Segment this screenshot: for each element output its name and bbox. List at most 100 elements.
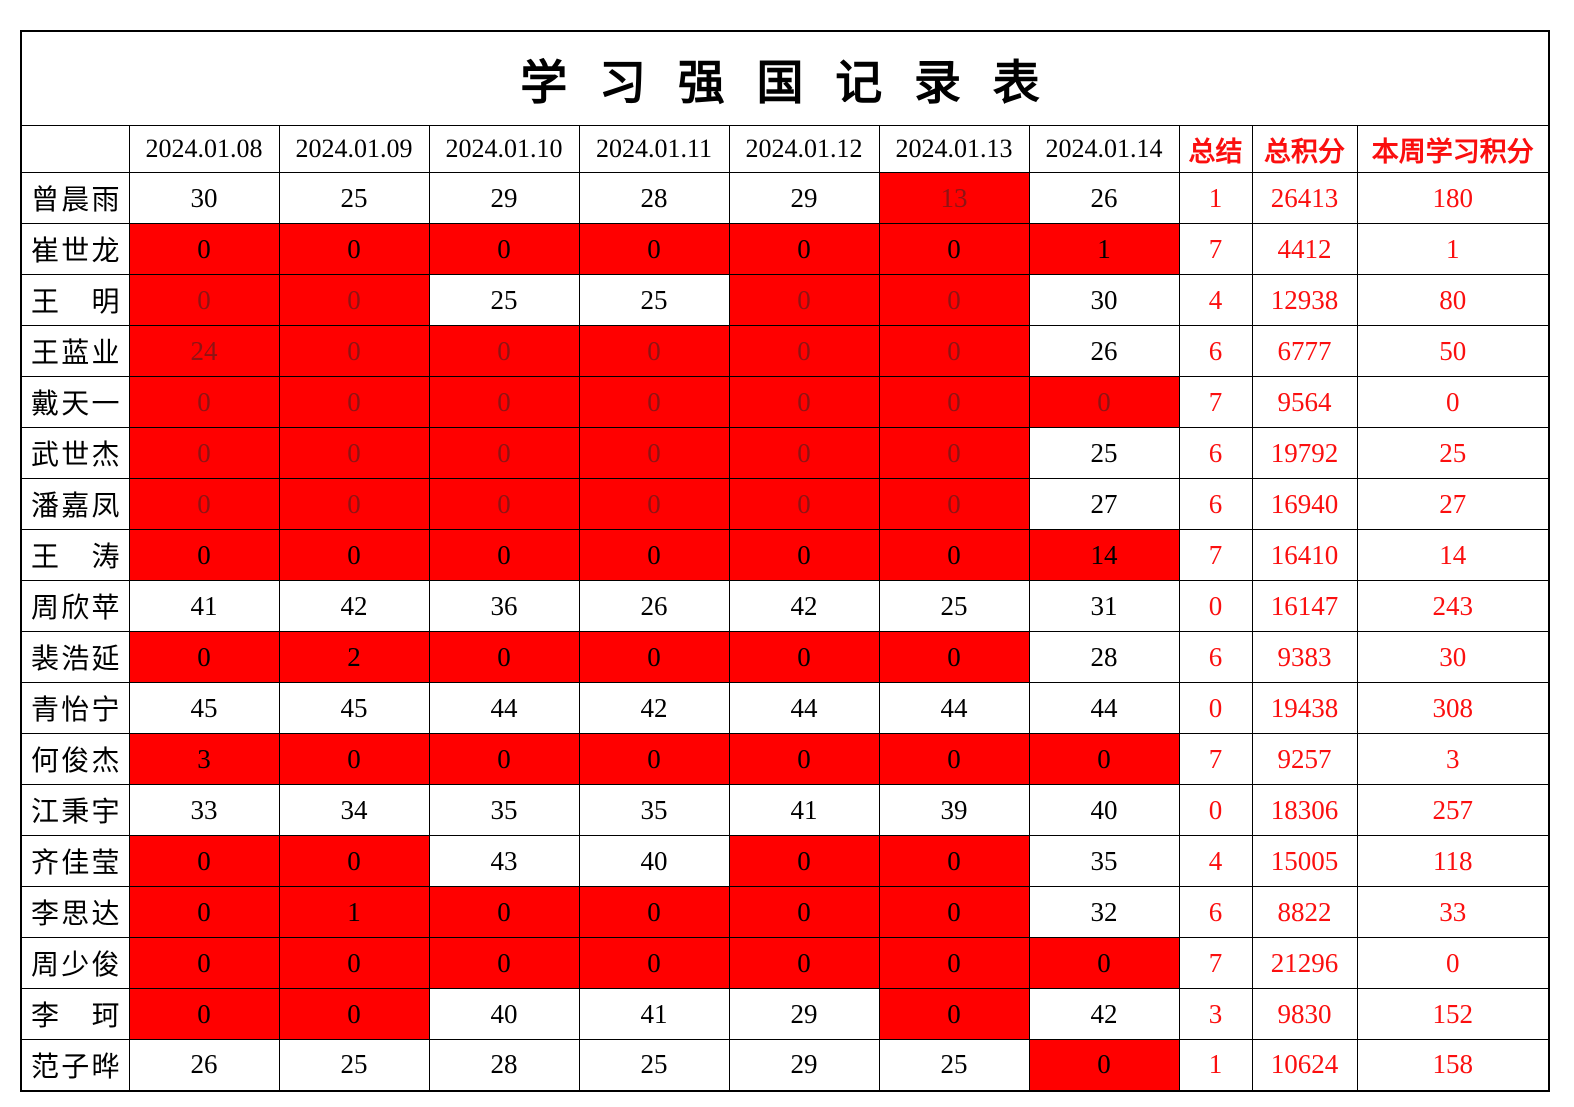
week-cell: 33 <box>1356 886 1550 938</box>
name-cell: 崔世龙 <box>20 223 130 275</box>
week-cell: 0 <box>1356 376 1550 428</box>
day-cell: 0 <box>728 529 880 581</box>
day-cell: 30 <box>1028 274 1180 326</box>
summary-cell: 7 <box>1178 376 1253 428</box>
table-row: 李思达 0 1 0 0 0 0 32 6 8822 33 <box>20 886 1550 938</box>
table-row: 范子晔 26 25 28 25 29 25 0 1 10624 158 <box>20 1039 1550 1091</box>
day-cell: 0 <box>728 835 880 887</box>
week-cell: 14 <box>1356 529 1550 581</box>
table-row: 潘嘉凤 0 0 0 0 0 0 27 6 16940 27 <box>20 478 1550 530</box>
day-cell: 0 <box>878 325 1030 377</box>
day-cell: 0 <box>278 733 430 785</box>
day-cell: 0 <box>428 733 580 785</box>
day-cell: 0 <box>428 478 580 530</box>
total-cell: 15005 <box>1251 835 1358 887</box>
day-cell: 0 <box>428 427 580 479</box>
summary-cell: 3 <box>1178 988 1253 1040</box>
day-cell: 0 <box>878 988 1030 1040</box>
day-cell: 0 <box>728 376 880 428</box>
day-cell: 40 <box>578 835 730 887</box>
day-cell: 0 <box>428 529 580 581</box>
week-cell: 50 <box>1356 325 1550 377</box>
day-cell: 44 <box>1028 682 1180 734</box>
day-cell: 0 <box>878 886 1030 938</box>
summary-cell: 6 <box>1178 886 1253 938</box>
day-cell: 0 <box>428 325 580 377</box>
summary-cell: 7 <box>1178 223 1253 275</box>
day-cell: 0 <box>878 529 1030 581</box>
table-row: 江秉宇 33 34 35 35 41 39 40 0 18306 257 <box>20 784 1550 836</box>
day-cell: 0 <box>578 529 730 581</box>
total-cell: 26413 <box>1251 172 1358 224</box>
day-cell: 35 <box>578 784 730 836</box>
day-cell: 0 <box>428 223 580 275</box>
day-cell: 0 <box>278 988 430 1040</box>
total-cell: 8822 <box>1251 886 1358 938</box>
col-header-date: 2024.01.14 <box>1028 125 1180 173</box>
day-cell: 0 <box>428 376 580 428</box>
day-cell: 0 <box>1028 376 1180 428</box>
table-row: 裴浩延 0 2 0 0 0 0 28 6 9383 30 <box>20 631 1550 683</box>
day-cell: 44 <box>878 682 1030 734</box>
day-cell: 0 <box>578 223 730 275</box>
day-cell: 0 <box>878 274 1030 326</box>
day-cell: 0 <box>128 478 280 530</box>
title-row: 学 习 强 国 记 录 表 <box>20 30 1550 126</box>
table-head: 学 习 强 国 记 录 表 2024.01.08 2024.01.09 2024.0… <box>20 30 1550 173</box>
col-header-summary: 总结 <box>1178 125 1253 173</box>
day-cell: 26 <box>1028 172 1180 224</box>
table-row: 王 涛 0 0 0 0 0 0 14 7 16410 14 <box>20 529 1550 581</box>
col-header-date: 2024.01.12 <box>728 125 880 173</box>
day-cell: 0 <box>278 835 430 887</box>
name-cell: 范子晔 <box>20 1039 130 1091</box>
total-cell: 19438 <box>1251 682 1358 734</box>
day-cell: 31 <box>1028 580 1180 632</box>
total-cell: 16940 <box>1251 478 1358 530</box>
day-cell: 0 <box>128 988 280 1040</box>
day-cell: 0 <box>428 886 580 938</box>
col-header-date: 2024.01.11 <box>578 125 730 173</box>
header-row: 2024.01.08 2024.01.09 2024.01.10 2024.01.11… <box>20 125 1550 173</box>
day-cell: 0 <box>428 937 580 989</box>
day-cell: 29 <box>728 172 880 224</box>
day-cell: 0 <box>278 274 430 326</box>
day-cell: 0 <box>728 937 880 989</box>
col-header-week: 本周学习积分 <box>1356 125 1550 173</box>
week-cell: 25 <box>1356 427 1550 479</box>
week-cell: 1 <box>1356 223 1550 275</box>
total-cell: 19792 <box>1251 427 1358 479</box>
name-cell: 潘嘉凤 <box>20 478 130 530</box>
name-cell: 武世杰 <box>20 427 130 479</box>
summary-cell: 1 <box>1178 1039 1253 1091</box>
day-cell: 0 <box>578 886 730 938</box>
total-cell: 4412 <box>1251 223 1358 275</box>
day-cell: 0 <box>128 835 280 887</box>
day-cell: 25 <box>578 1039 730 1091</box>
col-header-total: 总积分 <box>1251 125 1358 173</box>
col-header-date: 2024.01.08 <box>128 125 280 173</box>
day-cell: 0 <box>728 325 880 377</box>
week-cell: 30 <box>1356 631 1550 683</box>
day-cell: 0 <box>878 478 1030 530</box>
week-cell: 308 <box>1356 682 1550 734</box>
day-cell: 24 <box>128 325 280 377</box>
total-cell: 21296 <box>1251 937 1358 989</box>
name-cell: 王 明 <box>20 274 130 326</box>
name-cell: 周少俊 <box>20 937 130 989</box>
day-cell: 0 <box>878 937 1030 989</box>
day-cell: 44 <box>728 682 880 734</box>
corner-cell <box>20 125 130 173</box>
week-cell: 257 <box>1356 784 1550 836</box>
week-cell: 0 <box>1356 937 1550 989</box>
day-cell: 0 <box>878 733 1030 785</box>
day-cell: 0 <box>578 325 730 377</box>
day-cell: 0 <box>128 427 280 479</box>
total-cell: 10624 <box>1251 1039 1358 1091</box>
day-cell: 0 <box>128 223 280 275</box>
day-cell: 28 <box>578 172 730 224</box>
table-row: 王 明 0 0 25 25 0 0 30 4 12938 80 <box>20 274 1550 326</box>
day-cell: 25 <box>278 1039 430 1091</box>
day-cell: 13 <box>878 172 1030 224</box>
